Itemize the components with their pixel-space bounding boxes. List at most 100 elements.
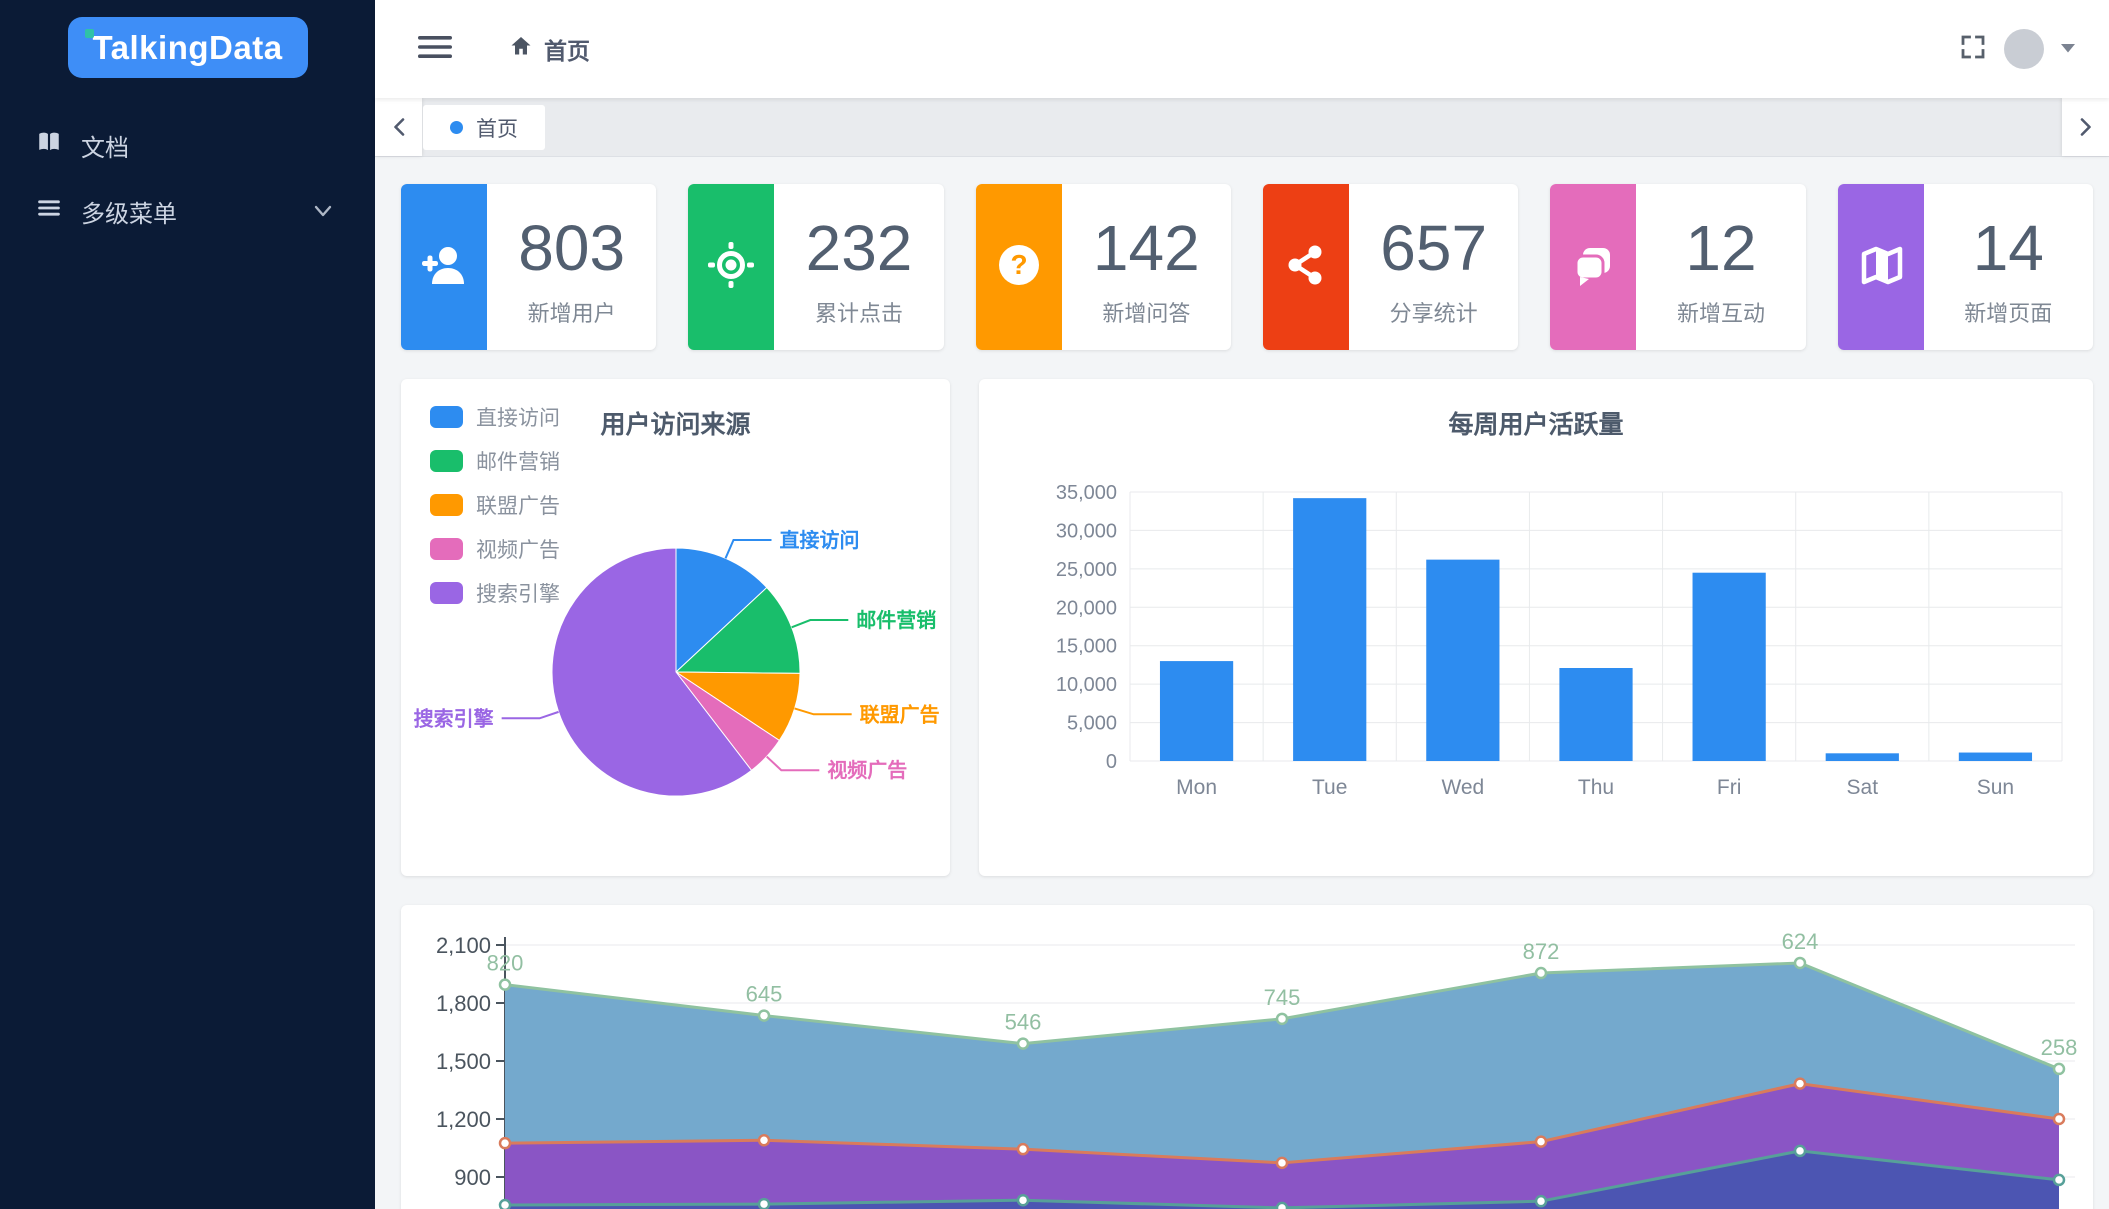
- top-header: 首页: [375, 0, 2109, 98]
- svg-text:10,000: 10,000: [1056, 674, 1117, 696]
- pie-legend: 直接访问 邮件营销 联盟广告 视频广告: [430, 402, 560, 608]
- share-icon: [1282, 241, 1330, 294]
- legend-swatch: [430, 582, 463, 604]
- svg-text:Fri: Fri: [1717, 776, 1742, 799]
- stat-icon-panel: [688, 184, 775, 350]
- legend-label: 联盟广告: [476, 495, 560, 518]
- stat-icon-panel: [1262, 184, 1349, 350]
- svg-text:258: 258: [2041, 1035, 2078, 1060]
- svg-text:联盟广告: 联盟广告: [860, 702, 940, 726]
- svg-text:872: 872: [1523, 939, 1560, 964]
- svg-text:645: 645: [746, 982, 783, 1007]
- legend-label: 视频广告: [476, 539, 560, 562]
- stat-value: 803: [518, 212, 626, 284]
- stat-card-new-users: 803 新增用户: [401, 184, 657, 350]
- svg-text:1,200: 1,200: [436, 1107, 491, 1132]
- logo-text: TalkingData: [92, 28, 283, 66]
- svg-text:624: 624: [1782, 929, 1819, 954]
- stat-label: 新增问答: [1102, 301, 1191, 326]
- user-menu-caret-icon[interactable]: [2061, 40, 2075, 58]
- svg-text:30,000: 30,000: [1056, 520, 1117, 542]
- chevron-down-icon: [313, 197, 333, 225]
- svg-text:Mon: Mon: [1176, 776, 1217, 799]
- legend-item-email-marketing[interactable]: 邮件营销: [430, 446, 560, 476]
- question-icon: ?: [995, 241, 1043, 294]
- svg-text:Thu: Thu: [1578, 776, 1614, 799]
- legend-item-search-engine[interactable]: 搜索引擎: [430, 578, 560, 608]
- svg-text:?: ?: [1010, 249, 1027, 280]
- legend-swatch: [430, 406, 463, 428]
- stat-card-new-interactions: 12 新增互动: [1550, 184, 1806, 350]
- logo-dot-icon: [84, 29, 94, 38]
- stat-label: 分享统计: [1389, 301, 1478, 326]
- avatar[interactable]: [2004, 29, 2044, 69]
- legend-item-affiliate-ads[interactable]: 联盟广告: [430, 490, 560, 520]
- add-user-icon: [420, 241, 468, 294]
- svg-text:546: 546: [1005, 1010, 1042, 1035]
- breadcrumb-label: 首页: [544, 38, 590, 64]
- tabs-scroll-right-button[interactable]: [2062, 98, 2109, 156]
- stat-card-body: 14 新增页面: [1924, 184, 2093, 350]
- svg-text:Sun: Sun: [1977, 776, 2014, 799]
- svg-text:5,000: 5,000: [1067, 713, 1117, 735]
- legend-swatch: [430, 538, 463, 560]
- stat-icon-panel: [1837, 184, 1924, 350]
- legend-swatch: [430, 494, 463, 516]
- fullscreen-icon[interactable]: [1959, 33, 1987, 66]
- tabs-empty-track: [545, 98, 2062, 156]
- tab-active-dot: [450, 121, 463, 134]
- legend-item-direct-visit[interactable]: 直接访问: [430, 402, 560, 432]
- stat-card-body: 803 新增用户: [487, 184, 656, 350]
- stat-icon-panel: [401, 184, 487, 350]
- weekly-active-users-bar-card: 每周用户活跃量 0 5,000 10,000 15,000 20,000 25,000 30…: [979, 379, 2093, 876]
- stat-value: 232: [805, 212, 913, 284]
- tab-home[interactable]: 首页: [423, 105, 545, 150]
- svg-text:邮件营销: 邮件营销: [856, 608, 936, 632]
- menu-icon: [36, 195, 62, 228]
- stat-label: 累计点击: [814, 301, 903, 326]
- stat-card-total-clicks: 232 累计点击: [688, 184, 944, 350]
- svg-text:35,000: 35,000: [1056, 482, 1117, 504]
- stat-card-body: 142 新增问答: [1062, 184, 1231, 350]
- svg-text:1,500: 1,500: [436, 1049, 491, 1074]
- legend-item-video-ads[interactable]: 视频广告: [430, 534, 560, 564]
- stat-icon-panel: ?: [975, 184, 1062, 350]
- stat-card-new-pages: 14 新增页面: [1837, 184, 2093, 350]
- sidebar-item-docs[interactable]: 文档: [0, 112, 375, 178]
- svg-text:2,100: 2,100: [436, 933, 491, 958]
- sidebar: TalkingData 文档: [0, 0, 375, 1209]
- charts-row: 用户访问来源 直接访问 邮件营销 联盟广告: [401, 379, 2093, 876]
- legend-swatch: [430, 450, 463, 472]
- tab-label: 首页: [476, 117, 518, 141]
- breadcrumb[interactable]: 首页: [509, 32, 590, 66]
- sidebar-item-label: 多级菜单: [81, 200, 177, 228]
- legend-label: 邮件营销: [476, 451, 560, 474]
- svg-text:0: 0: [1106, 751, 1117, 773]
- stat-card-body: 657 分享统计: [1349, 184, 1518, 350]
- stat-value: 657: [1380, 212, 1488, 284]
- app-logo[interactable]: TalkingData: [67, 17, 308, 78]
- svg-text:Sat: Sat: [1847, 776, 1879, 799]
- sidebar-menu: 文档 多级菜单: [0, 112, 375, 244]
- stat-label: 新增用户: [527, 301, 616, 326]
- pie-chart-title: 用户访问来源: [600, 411, 751, 439]
- tabs-scroll-left-button[interactable]: [375, 98, 422, 156]
- stat-card-share-stats: 657 分享统计: [1262, 184, 1519, 350]
- stat-card-new-questions: ? 142 新增问答: [975, 184, 1231, 350]
- svg-text:20,000: 20,000: [1056, 597, 1117, 619]
- sidebar-item-multi-level-menu[interactable]: 多级菜单: [0, 178, 375, 244]
- svg-text:25,000: 25,000: [1056, 559, 1117, 581]
- area-chart: 2,100 1,800 1,500 1,200 900 820 645 546 745 872 62…: [436, 929, 2078, 1209]
- svg-text:15,000: 15,000: [1056, 636, 1117, 658]
- bar-chart: 0 5,000 10,000 15,000 20,000 25,000 30,000 35,0…: [1056, 482, 2063, 799]
- stat-cards-row: 803 新增用户: [401, 184, 2093, 350]
- svg-text:搜索引擎: 搜索引擎: [414, 706, 494, 730]
- svg-text:视频广告: 视频广告: [827, 758, 907, 782]
- chat-icon: [1569, 241, 1617, 294]
- stacked-area-card: 2,100 1,800 1,500 1,200 900 820 645 546 745 872 62…: [401, 905, 2093, 1209]
- stat-label: 新增页面: [1964, 301, 2053, 326]
- stat-value: 142: [1092, 212, 1200, 284]
- svg-text:Tue: Tue: [1312, 776, 1347, 799]
- collapse-sidebar-button[interactable]: [417, 33, 453, 66]
